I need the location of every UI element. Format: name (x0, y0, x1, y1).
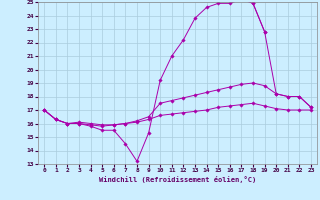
X-axis label: Windchill (Refroidissement éolien,°C): Windchill (Refroidissement éolien,°C) (99, 176, 256, 183)
